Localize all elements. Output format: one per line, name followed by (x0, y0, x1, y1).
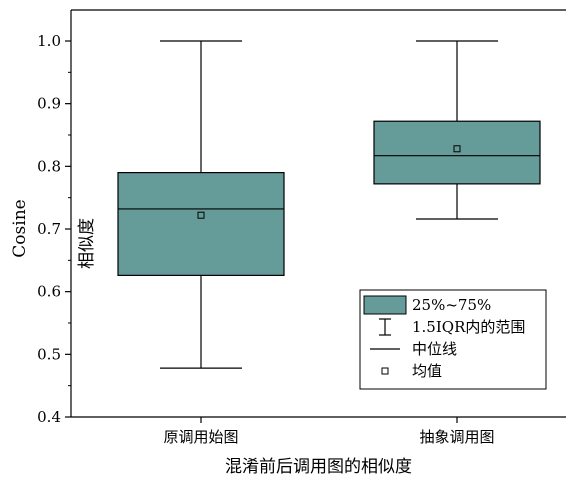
legend-entry: 中位线 (370, 340, 457, 358)
legend-label: 均值 (412, 362, 442, 380)
legend-label: 1.5IQR内的范围 (412, 318, 525, 336)
y-tick-label: 0.5 (37, 345, 61, 363)
y-tick-label: 0.8 (37, 157, 61, 175)
legend-entry: 均值 (381, 362, 442, 380)
y-tick-label: 0.4 (37, 408, 61, 426)
y-axis-title: Cosine (10, 199, 30, 257)
x-axis-title: 混淆前后调用图的相似度 (225, 457, 412, 477)
legend-entry: 25%~75% (363, 295, 491, 315)
legend-label: 25%~75% (412, 296, 491, 314)
box-group (373, 40, 541, 220)
iqr-box (373, 120, 541, 185)
y-tick-label: 1.0 (37, 32, 61, 50)
x-tick-label: 抽象调用图 (419, 428, 494, 446)
legend-entry: 1.5IQR内的范围 (379, 318, 525, 336)
plot-area (117, 40, 541, 369)
axes: 0.4 0.5 0.6 0.7 0.8 0.9 1.0 原调用始图 抽象调用图混淆前后调用图的相… (10, 9, 566, 477)
y-tick-label: 0.7 (37, 220, 61, 238)
iqr-box (117, 172, 285, 276)
mean-marker (197, 211, 205, 219)
x-tick-label: 原调用始图 (163, 428, 238, 446)
y-axis-title-cjk: 相似度 (77, 218, 97, 269)
y-tick-label: 0.6 (37, 283, 61, 301)
legend-mean-symbol (381, 367, 389, 375)
mean-marker (453, 145, 461, 153)
y-tick-label: 0.9 (37, 95, 61, 113)
box-group (117, 40, 285, 369)
legend-box-swatch (363, 295, 407, 315)
legend-label: 中位线 (412, 340, 457, 358)
